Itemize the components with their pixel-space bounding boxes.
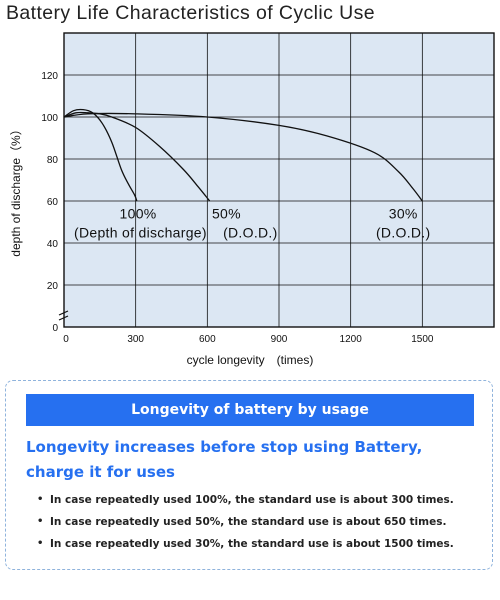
y-tick-label: 120 (41, 71, 58, 82)
y-axis-label: depth of discharge（%） (9, 123, 23, 256)
chart-annotation: 100% (120, 206, 157, 222)
info-heading: Longevity increases before stop using Ba… (26, 438, 423, 481)
y-tick-label: 0 (52, 323, 58, 334)
bullet-icon: • (37, 494, 44, 505)
x-tick-label: 1500 (411, 334, 434, 345)
bullet-icon: • (37, 516, 44, 527)
y-tick-label: 60 (47, 197, 59, 208)
annotations: 100% (Depth of discharge) 50% (D.O.D.) 30% (D… (74, 206, 430, 241)
chart-title: Battery Life Characteristics of Cyclic U… (6, 2, 375, 24)
info-box: Longevity of battery by usage Longevity … (5, 380, 493, 570)
list-item: • In case repeatedly used 50%, the standa… (37, 511, 490, 533)
x-tick-label: 600 (199, 334, 216, 345)
y-tick-label: 40 (47, 239, 59, 250)
axis-break-mark (58, 315, 69, 321)
chart-annotation: (Depth of discharge) (74, 225, 207, 241)
y-tick-label: 100 (41, 113, 58, 124)
x-axis-label: cycle longevity (times) (187, 353, 314, 367)
x-tick-label: 300 (127, 334, 144, 345)
x-tick-label: 900 (271, 334, 288, 345)
chart-annotation: (D.O.D.) (376, 225, 431, 241)
bullet-icon: • (37, 538, 44, 549)
curves (63, 108, 423, 202)
series-line-2 (63, 111, 211, 202)
list-item-text: In case repeatedly used 100%, the standa… (50, 494, 454, 506)
list-item-text: In case repeatedly used 30%, the standar… (50, 538, 454, 550)
chart: 0 300 600 900 1200 1500 0 20 40 60 80 100 120 100% (D… (9, 32, 495, 367)
chart-annotation: 30% (389, 206, 418, 222)
series-line-1 (63, 108, 138, 202)
series-line-3 (63, 112, 423, 202)
chart-annotation: (D.O.D.) (223, 225, 278, 241)
plot-frame (63, 32, 495, 328)
x-tick-label: 1200 (340, 334, 363, 345)
list-item: • In case repeatedly used 100%, the stand… (37, 489, 490, 511)
grid (63, 32, 495, 328)
chart-annotation: 50% (212, 206, 241, 222)
axis-break-mark (58, 310, 69, 316)
x-tick-label: 0 (63, 334, 69, 345)
y-tick-label: 80 (47, 155, 59, 166)
list-item: • In case repeatedly used 30%, the standa… (37, 533, 490, 555)
info-banner: Longevity of battery by usage (26, 394, 474, 426)
axis-break (58, 310, 69, 321)
y-tick-label: 20 (47, 281, 59, 292)
info-list: • In case repeatedly used 100%, the stand… (37, 489, 490, 555)
tick-labels: 0 300 600 900 1200 1500 0 20 40 60 80 100 120 (41, 71, 434, 345)
list-item-text: In case repeatedly used 50%, the standar… (50, 516, 447, 528)
